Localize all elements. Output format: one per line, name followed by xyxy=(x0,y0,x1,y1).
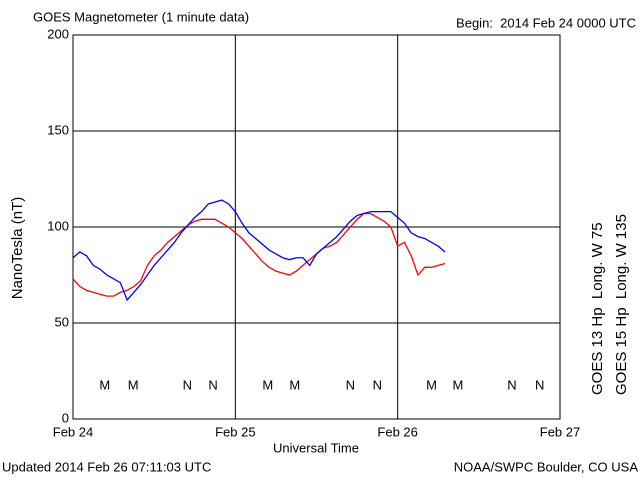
annotation: N xyxy=(535,377,544,392)
annotation: N xyxy=(208,377,217,392)
annotation: N xyxy=(373,377,382,392)
annotation: M xyxy=(128,377,139,392)
x-tick-label: Feb 25 xyxy=(215,424,255,439)
annotation: M xyxy=(426,377,437,392)
x-tick-label: Feb 24 xyxy=(53,424,93,439)
legend-entry: GOES 15 Hp Long. W 135 xyxy=(613,214,630,395)
annotation: M xyxy=(99,377,110,392)
y-tick-label: 50 xyxy=(55,314,69,329)
y-tick-label: 0 xyxy=(62,410,69,425)
chart-subtitle: Begin: 2014 Feb 24 0000 UTC xyxy=(456,15,636,30)
y-axis-label: NanoTesla (nT) xyxy=(9,197,26,300)
y-tick-label: 150 xyxy=(47,122,69,137)
data-line xyxy=(72,199,446,302)
legend-entry: GOES 13 Hp Long. W 75 xyxy=(589,222,606,395)
footer-left: Updated 2014 Feb 26 07:11:03 UTC xyxy=(2,459,211,474)
chart-title: GOES Magnetometer (1 minute data) xyxy=(33,9,249,24)
annotation: N xyxy=(346,377,355,392)
annotation: N xyxy=(183,377,192,392)
x-tick-label: Feb 26 xyxy=(377,424,417,439)
y-tick-label: 200 xyxy=(47,26,69,41)
y-tick-label: 100 xyxy=(47,218,69,233)
annotation: M xyxy=(452,377,463,392)
annotation: M xyxy=(262,377,273,392)
footer-right: NOAA/SWPC Boulder, CO USA xyxy=(454,459,639,474)
annotation: N xyxy=(507,377,516,392)
data-line xyxy=(72,212,446,297)
x-tick-label: Feb 27 xyxy=(540,424,580,439)
x-axis-label: Universal Time xyxy=(273,440,359,455)
annotation: M xyxy=(289,377,300,392)
